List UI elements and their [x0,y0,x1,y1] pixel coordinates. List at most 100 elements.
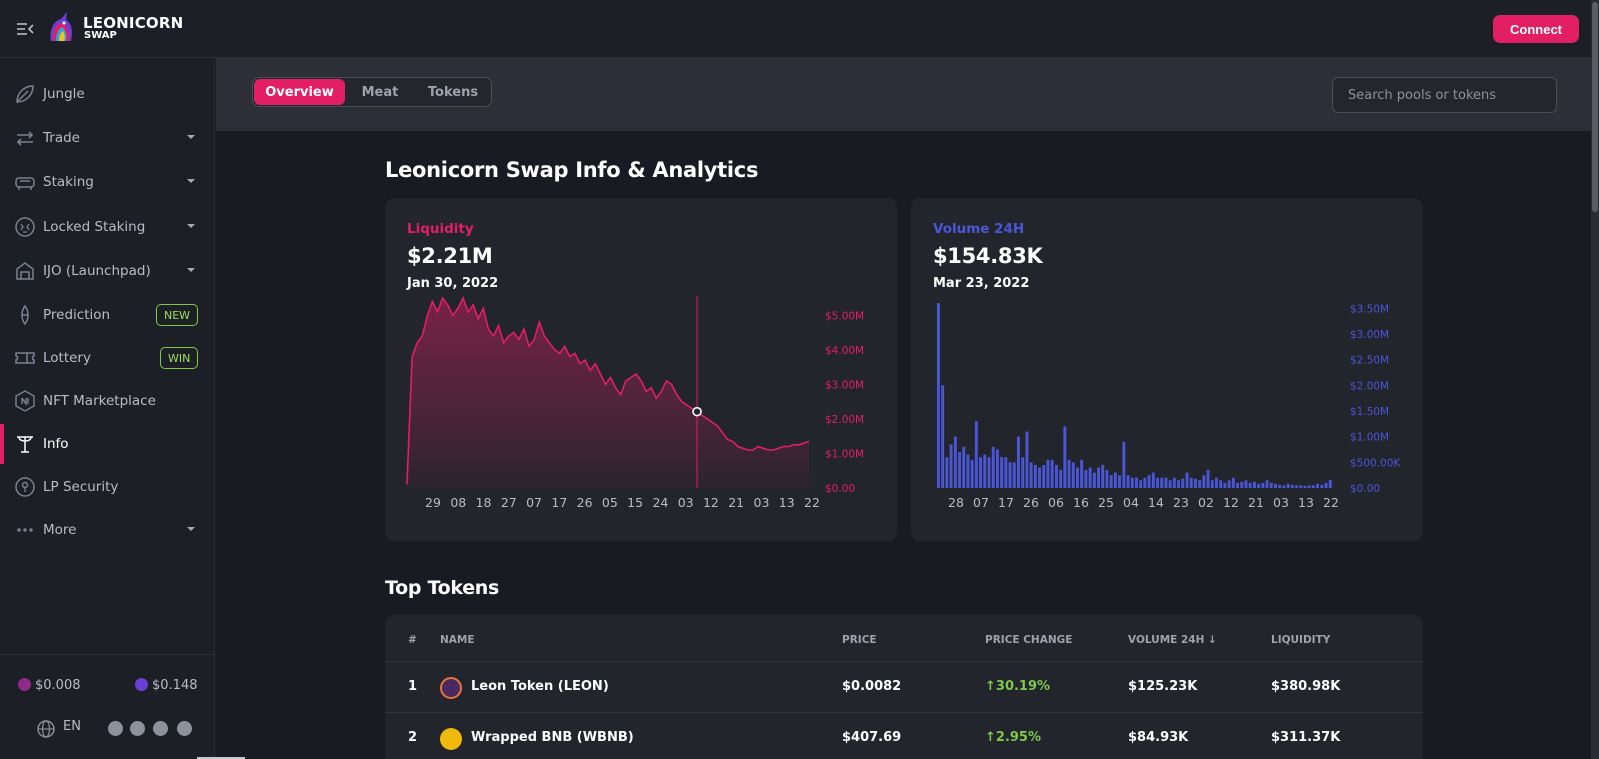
sidebar-item-nft-marketplace[interactable]: NFT Marketplace [0,381,215,421]
tab-tokens[interactable]: Tokens [427,84,479,100]
youtube-icon[interactable] [177,721,192,736]
menu-collapse-icon[interactable] [16,20,34,38]
sidebar-item-label: LP Security [43,479,119,495]
header-name[interactable]: NAME [440,634,475,646]
search-input[interactable] [1332,77,1557,113]
nft-icon [15,390,35,412]
volume-bar [1017,436,1020,488]
sidebar-item-lp-security[interactable]: LP Security [0,467,215,507]
volume-bar [1303,485,1307,488]
volume-bar [970,459,974,488]
volume-bar [1092,472,1096,488]
volume-bar [1139,480,1143,488]
sidebar-item-more[interactable]: More [0,510,215,550]
volume-bar [1080,459,1084,488]
leon-price[interactable]: $0.008 [18,678,81,693]
lp-security-icon [15,477,35,497]
leon-token-icon [440,677,462,699]
volume-bar [953,436,957,488]
x-tick-label: 21 [728,495,744,510]
volume-bar [1076,467,1079,488]
sidebar-item-info[interactable]: Info [0,424,215,464]
sidebar-item-lottery[interactable]: Lottery WIN [0,338,215,378]
leos-price[interactable]: $0.148 [135,678,198,693]
discord-icon[interactable] [153,721,168,736]
x-tick-label: 14 [1148,495,1164,510]
twitter-icon[interactable] [130,721,145,736]
chevron-down-icon [187,135,195,139]
sidebar-item-prediction[interactable]: Prediction NEW [0,295,215,335]
volume-bar [1248,482,1252,488]
chevron-down-icon [187,224,195,228]
brand-name: LEONICORN [83,14,184,32]
volume-bar [1130,477,1134,488]
volume-bar [1122,441,1126,488]
volume-bar [1210,480,1214,488]
sidebar-item-label: Locked Staking [43,219,146,235]
volume-chart[interactable]: $0.00 $500.00K $1.00M $1.50M $2.00M $2.50M $3.… [911,198,1423,541]
volume-bar [1000,457,1004,488]
liquidity-card: Liquidity $2.21M Jan 30, 2022 $0.00 $1.00… [385,198,897,541]
sidebar-item-locked-staking[interactable]: Locked Staking [0,207,215,247]
leonicorn-logo-icon[interactable] [45,11,77,45]
telegram-icon[interactable] [108,721,123,736]
x-tick-label: 22 [804,495,820,510]
token-liquidity: $311.37K [1271,730,1341,745]
row-rank: 1 [408,679,418,694]
liquidity-chart[interactable]: $0.00 $1.00M $2.00M $3.00M $4.00M $5.00M 29 08 1… [385,198,897,541]
tab-meat[interactable]: Meat [361,84,399,100]
volume-bar [941,385,945,488]
language-selector[interactable]: EN [63,719,81,734]
globe-icon[interactable] [36,719,56,739]
header-volume[interactable]: VOLUME 24H ↓ [1128,634,1217,646]
volume-bar [991,446,995,488]
y-tick-label: $1.00M [1350,432,1389,444]
header-price[interactable]: PRICE [842,634,877,646]
sidebar-item-ijo-launchpad[interactable]: IJO (Launchpad) [0,251,215,291]
header-price-change[interactable]: PRICE CHANGE [985,634,1073,646]
volume-bar [966,454,970,488]
volume-bar [1290,484,1294,488]
staking-icon [15,177,35,190]
volume-bar [1269,482,1273,488]
sidebar-item-staking[interactable]: Staking [0,162,215,202]
x-tick-label: 24 [652,495,668,510]
token-volume: $84.93K [1128,730,1189,745]
active-indicator [0,424,4,464]
divider [385,712,1423,713]
volume-bar [987,457,991,488]
x-tick-label: 12 [703,495,719,510]
sidebar-item-trade[interactable]: Trade [0,118,215,158]
sidebar-item-label: Prediction [43,307,111,323]
x-tick-label: 07 [526,495,542,510]
y-tick-label: $3.00M [825,379,864,391]
volume-bar [1257,483,1261,488]
x-tick-label: 29 [425,495,441,510]
volume-label: Volume 24H [933,221,1025,237]
horizontal-scroll-indicator [197,757,245,759]
chevron-down-icon [187,527,195,531]
page-scrollbar-thumb[interactable] [1592,2,1598,212]
connect-wallet-button[interactable]: Connect [1493,15,1579,43]
volume-bar [1025,431,1029,488]
leon-price-value: $0.008 [35,678,81,693]
x-tick-label: 03 [754,495,770,510]
volume-bar [1050,459,1054,488]
volume-bar [1299,485,1303,488]
page-scrollbar[interactable] [1591,0,1599,759]
x-tick-label: 06 [1048,495,1064,510]
prediction-icon [21,304,29,326]
header-liquidity[interactable]: LIQUIDITY [1271,634,1331,646]
tab-overview[interactable]: Overview [254,79,345,105]
sidebar-item-jungle[interactable]: Jungle [0,74,215,114]
info-icon [17,436,33,453]
token-name: Leon Token (LEON) [471,679,609,694]
liquidity-date: Jan 30, 2022 [407,276,499,291]
sidebar-item-label: Jungle [43,86,85,102]
y-tick-label: $4.00M [825,345,864,357]
volume-bar [1265,480,1269,488]
volume-bar [1316,483,1319,488]
x-tick-label: 15 [627,495,643,510]
volume-bar [1147,475,1151,488]
top-bar: LEONICORN SWAP Connect [0,0,1599,58]
